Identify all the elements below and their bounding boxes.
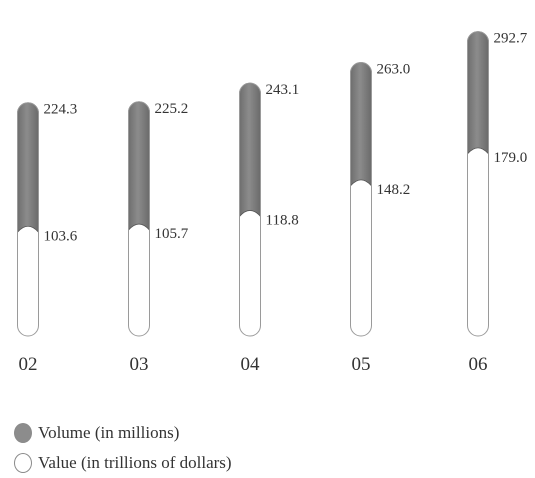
bar-group-06: 292.7 179.0 06 (467, 31, 528, 375)
legend-swatch-value (14, 453, 32, 473)
bar-value-04 (239, 208, 261, 336)
category-label-04: 04 (241, 354, 261, 375)
category-label-02: 02 (19, 354, 38, 375)
bar-outline-06 (467, 31, 489, 337)
label-value-02: 103.6 (44, 228, 78, 244)
bar-group-02: 224.3 103.6 02 (17, 102, 78, 375)
label-value-06: 179.0 (494, 150, 528, 166)
bar-value-03 (128, 222, 150, 336)
bar-value-05 (350, 177, 372, 336)
bar-group-05: 263.0 148.2 05 (350, 61, 411, 375)
label-value-03: 105.7 (155, 226, 189, 242)
label-value-04: 118.8 (266, 212, 299, 228)
bar-volume-02 (17, 102, 39, 234)
legend-label-value: Value (in trillions of dollars) (38, 453, 232, 472)
bar-volume-03 (128, 101, 150, 232)
label-volume-02: 224.3 (44, 102, 78, 118)
label-volume-03: 225.2 (155, 101, 189, 117)
bar-volume-04 (239, 82, 261, 218)
label-volume-06: 292.7 (494, 31, 528, 47)
label-volume-05: 263.0 (377, 61, 411, 77)
bar-outline-05 (350, 61, 372, 337)
legend-label-volume: Volume (in millions) (38, 423, 180, 442)
category-label-06: 06 (469, 354, 488, 375)
label-volume-04: 243.1 (266, 82, 300, 98)
category-label-05: 05 (352, 354, 371, 375)
bar-volume-06 (467, 31, 489, 155)
legend-swatch-volume (14, 423, 32, 443)
legend-item-value: Value (in trillions of dollars) (14, 448, 232, 478)
legend: Volume (in millions) Value (in trillions… (14, 418, 232, 478)
bar-outline-02 (17, 102, 39, 337)
bar-volume-05 (350, 62, 372, 187)
bar-value-06 (467, 145, 489, 336)
category-label-03: 03 (130, 354, 149, 375)
chart: 224.3 103.6 02 225.2 105.7 03 243.1 118.8 04 263.… (17, 31, 528, 375)
bar-outline-04 (239, 82, 261, 337)
bar-value-02 (17, 224, 39, 336)
bar-group-04: 243.1 118.8 04 (239, 82, 300, 375)
bar-group-03: 225.2 105.7 03 (128, 101, 189, 375)
label-value-05: 148.2 (377, 182, 411, 198)
legend-item-volume: Volume (in millions) (14, 418, 232, 448)
bar-outline-03 (128, 101, 150, 337)
